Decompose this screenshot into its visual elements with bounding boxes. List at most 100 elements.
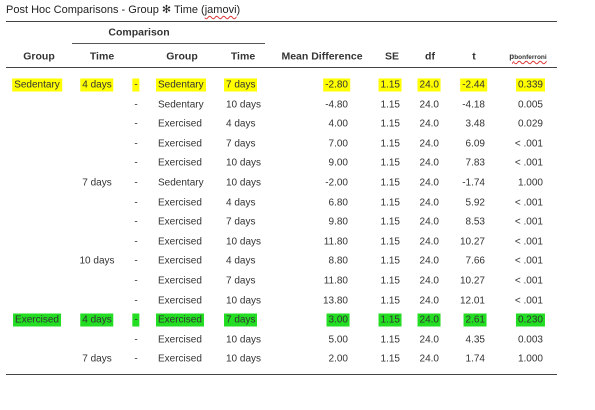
cell-df: 24.0 [419,295,439,307]
cell-mean-difference: 8.80 [328,255,348,267]
cell-df: 24.0 [417,78,441,92]
cell-df: 24.0 [419,157,439,169]
cell-se: 1.15 [378,78,402,92]
cell-time-1: 4 days [80,78,114,92]
cell-dash: - [132,78,140,92]
cell-t: 3.48 [465,118,485,130]
cell-df: 24.0 [419,275,439,287]
cell-p: < .001 [514,157,543,169]
col-header-df: df [425,50,435,63]
cell-df: 24.0 [419,334,439,346]
cell-p: < .001 [514,295,543,307]
cell-t: 12.01 [459,295,485,307]
cell-t: 1.74 [465,353,485,365]
cell-df: 24.0 [419,99,439,111]
cell-time-1: 4 days [80,313,114,327]
cell-dash: - [134,295,138,307]
p-label: p [509,52,515,61]
cell-dash: - [134,255,138,267]
cell-time-2: 7 days [224,313,258,327]
cell-mean-difference: 6.80 [328,197,348,209]
cell-se: 1.15 [380,236,400,248]
cell-mean-difference: 11.80 [323,275,348,287]
cell-mean-difference: 7.00 [328,138,348,150]
cell-group-2: Exercised [158,334,202,346]
cell-df: 24.0 [419,197,439,209]
cell-mean-difference: 11.80 [323,236,348,248]
cell-mean-difference: -2.00 [325,177,348,189]
cell-group-2: Exercised [158,275,202,287]
col-header-group-2: Group [166,50,198,63]
cell-dash: - [134,275,138,287]
cell-t: 2.61 [463,313,487,327]
cell-p: 0.005 [517,99,543,111]
cell-group-2: Exercised [158,138,202,150]
cell-time-2: 4 days [226,118,256,130]
cell-t: 8.53 [465,216,485,228]
cell-mean-difference: 2.00 [328,353,348,365]
cell-t: 7.83 [465,157,485,169]
cell-df: 24.0 [417,313,441,327]
cell-group-2: Sedentary [158,177,204,189]
cell-df: 24.0 [419,138,439,150]
cell-dash: - [134,138,138,150]
title-prefix: Post Hoc Comparisons - Group ✻ Time ( [6,4,205,16]
cell-se: 1.15 [380,295,400,307]
cell-group-1: Exercised [13,313,61,327]
col-header-se: SE [384,50,400,63]
cell-dash: - [134,118,138,130]
cell-p: 1.000 [517,353,543,365]
cell-p: 0.003 [517,334,543,346]
cell-dash: - [134,99,138,111]
cell-p: 1.000 [517,177,543,189]
cell-group-2: Exercised [158,353,202,365]
cell-group-2: Exercised [158,236,202,248]
cell-mean-difference: 13.80 [322,295,348,307]
cell-group-2: Sedentary [158,99,204,111]
cell-se: 1.15 [378,313,402,327]
cell-group-1: Sedentary [12,78,62,92]
cell-se: 1.15 [380,118,400,130]
cell-t: 10.27 [459,275,485,287]
cell-time-2: 10 days [226,295,262,307]
cell-p: 0.029 [517,118,543,130]
cell-mean-difference: 4.00 [328,118,348,130]
col-header-group-1: Group [23,50,55,63]
cell-t: -4.18 [462,99,485,111]
title-app-name: jamovi [204,4,237,16]
cell-se: 1.15 [380,197,400,209]
cell-dash: - [134,197,138,209]
cell-se: 1.15 [380,157,400,169]
cell-group-2: Exercised [158,216,202,228]
cell-se: 1.15 [380,99,400,111]
cell-p: < .001 [514,197,543,209]
cell-t: -1.74 [462,177,485,189]
cell-dash: - [132,313,140,327]
cell-p: 0.339 [515,78,545,92]
cell-dash: - [134,177,138,189]
cell-time-1: 7 days [82,353,112,365]
cell-mean-difference: 3.00 [326,313,350,327]
cell-dash: - [134,157,138,169]
cell-p: < .001 [514,236,543,248]
cell-time-2: 4 days [226,197,256,209]
cell-t: 7.66 [465,255,485,267]
cell-group-2: Exercised [158,157,202,169]
cell-time-2: 4 days [226,255,256,267]
col-header-mean-difference: Mean Difference [281,50,363,63]
header-bottom-rule [6,67,557,68]
cell-time-2: 10 days [226,334,262,346]
cell-time-2: 7 days [226,275,256,287]
cell-dash: - [134,236,138,248]
cell-df: 24.0 [419,353,439,365]
title-suffix: ) [236,4,241,16]
cell-time-2: 10 days [226,157,262,169]
cell-df: 24.0 [419,216,439,228]
cell-group-2: Exercised [158,197,202,209]
cell-mean-difference: 5.00 [328,334,348,346]
cell-p: < .001 [514,275,543,287]
cell-df: 24.0 [419,177,439,189]
table-title: Post Hoc Comparisons - Group ✻ Time (jam… [6,3,240,16]
cell-se: 1.15 [380,353,400,365]
cell-p: < .001 [514,216,543,228]
